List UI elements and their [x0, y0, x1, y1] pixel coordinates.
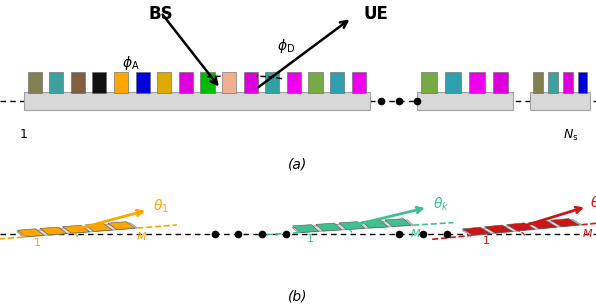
Polygon shape: [108, 222, 135, 230]
Bar: [445, 72, 461, 93]
Bar: [200, 72, 215, 93]
Bar: [265, 72, 280, 93]
Bar: [563, 72, 573, 93]
Bar: [71, 72, 85, 93]
Polygon shape: [551, 218, 579, 227]
Polygon shape: [316, 223, 342, 231]
Bar: [222, 72, 236, 93]
Polygon shape: [339, 222, 365, 230]
Bar: [179, 72, 193, 93]
Bar: [309, 72, 322, 93]
Polygon shape: [85, 223, 112, 231]
Text: $M$: $M$: [136, 230, 147, 242]
Polygon shape: [362, 220, 388, 228]
Polygon shape: [507, 223, 535, 231]
Text: $M$: $M$: [582, 227, 594, 239]
Text: UE: UE: [363, 5, 388, 23]
Bar: [417, 92, 513, 110]
Text: $M$: $M$: [410, 227, 421, 239]
Bar: [469, 72, 485, 93]
Bar: [578, 72, 588, 93]
Bar: [136, 72, 150, 93]
Polygon shape: [17, 223, 137, 237]
Polygon shape: [63, 225, 89, 233]
Polygon shape: [462, 220, 581, 236]
Bar: [493, 72, 508, 93]
Text: $N_\mathrm{s}$: $N_\mathrm{s}$: [563, 128, 578, 143]
Bar: [548, 72, 558, 93]
Bar: [27, 72, 42, 93]
Polygon shape: [17, 229, 44, 237]
Text: BS: BS: [148, 5, 173, 23]
Bar: [244, 72, 257, 93]
Text: 1: 1: [483, 236, 490, 246]
Polygon shape: [293, 225, 319, 233]
Bar: [157, 72, 171, 93]
Bar: [330, 72, 344, 93]
Text: 1: 1: [307, 233, 314, 244]
Polygon shape: [529, 221, 557, 229]
Bar: [287, 72, 301, 93]
Polygon shape: [462, 227, 491, 235]
Text: $\phi_\mathrm{A}$: $\phi_\mathrm{A}$: [122, 54, 140, 73]
Bar: [533, 72, 543, 93]
Text: $\theta_{K}$: $\theta_{K}$: [590, 194, 596, 211]
Bar: [24, 92, 370, 110]
Bar: [114, 72, 128, 93]
Text: $\phi_\mathrm{D}$: $\phi_\mathrm{D}$: [277, 37, 295, 55]
Text: (a): (a): [288, 158, 308, 172]
Bar: [530, 92, 590, 110]
Bar: [49, 72, 63, 93]
Polygon shape: [40, 227, 67, 235]
Text: (b): (b): [288, 289, 308, 303]
Polygon shape: [292, 220, 413, 233]
Polygon shape: [385, 219, 411, 226]
Text: 1: 1: [35, 238, 41, 248]
Polygon shape: [485, 225, 513, 233]
Bar: [352, 72, 366, 93]
Bar: [421, 72, 437, 93]
Text: 1: 1: [20, 128, 28, 141]
Bar: [92, 72, 107, 93]
Text: $\theta_{k}$: $\theta_{k}$: [433, 195, 449, 213]
Text: $\theta_{1}$: $\theta_{1}$: [153, 198, 169, 215]
